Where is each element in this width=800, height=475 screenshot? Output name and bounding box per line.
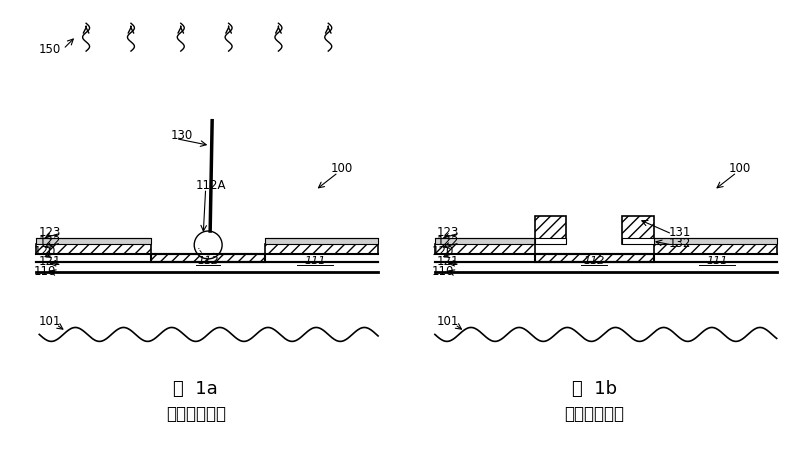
Bar <box>654 244 777 254</box>
Text: 120: 120 <box>432 246 454 258</box>
Bar <box>534 254 654 262</box>
Text: 132: 132 <box>669 238 691 250</box>
Text: 122: 122 <box>38 236 61 248</box>
Bar <box>266 238 378 244</box>
Text: 110: 110 <box>432 266 454 278</box>
Text: 122: 122 <box>437 236 459 248</box>
Text: 111: 111 <box>305 256 326 266</box>
Bar <box>622 238 654 244</box>
Text: 131: 131 <box>669 226 691 238</box>
Bar <box>151 254 266 262</box>
Text: 120: 120 <box>34 246 56 258</box>
Bar <box>36 238 151 244</box>
Text: 100: 100 <box>729 162 751 175</box>
Bar <box>534 238 566 244</box>
Text: 图  1b: 图 1b <box>572 380 617 398</box>
Text: 112A: 112A <box>196 179 226 192</box>
Text: 101: 101 <box>38 315 61 328</box>
Text: 121: 121 <box>437 256 459 268</box>
Bar <box>266 244 378 254</box>
Text: 123: 123 <box>38 226 61 238</box>
Text: 112: 112 <box>584 256 605 266</box>
Circle shape <box>194 231 222 259</box>
Text: 图  1a: 图 1a <box>174 380 218 398</box>
Text: 130: 130 <box>170 129 193 142</box>
Bar <box>622 216 654 244</box>
Bar <box>654 238 777 244</box>
Text: 110: 110 <box>34 266 56 278</box>
Text: 101: 101 <box>437 315 459 328</box>
Text: 111: 111 <box>706 256 727 266</box>
Bar <box>435 244 534 254</box>
Text: 123: 123 <box>437 226 459 238</box>
Text: 121: 121 <box>38 256 61 268</box>
Bar <box>435 238 534 244</box>
Text: （现有技术）: （现有技术） <box>564 405 624 423</box>
Text: 112: 112 <box>198 256 219 266</box>
Text: （现有技术）: （现有技术） <box>166 405 226 423</box>
Bar <box>36 244 151 254</box>
Bar <box>534 216 566 244</box>
Text: 100: 100 <box>330 162 353 175</box>
Text: 150: 150 <box>38 43 61 56</box>
